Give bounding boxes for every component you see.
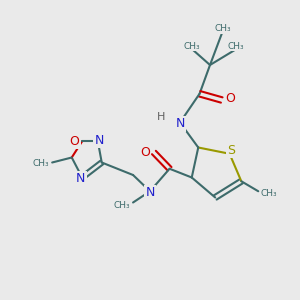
- Text: CH₃: CH₃: [114, 200, 130, 209]
- Text: O: O: [140, 146, 150, 159]
- Text: CH₃: CH₃: [33, 159, 50, 168]
- Text: S: S: [227, 143, 235, 157]
- Text: CH₃: CH₃: [183, 42, 200, 51]
- Text: N: N: [94, 134, 104, 146]
- Text: CH₃: CH₃: [261, 189, 278, 198]
- Text: CH₃: CH₃: [228, 42, 244, 51]
- Text: N: N: [175, 117, 185, 130]
- Text: N: N: [145, 186, 155, 199]
- Text: H: H: [157, 112, 166, 122]
- Text: CH₃: CH₃: [215, 24, 231, 33]
- Text: O: O: [226, 92, 236, 105]
- Text: O: O: [70, 135, 80, 148]
- Text: N: N: [76, 172, 86, 185]
